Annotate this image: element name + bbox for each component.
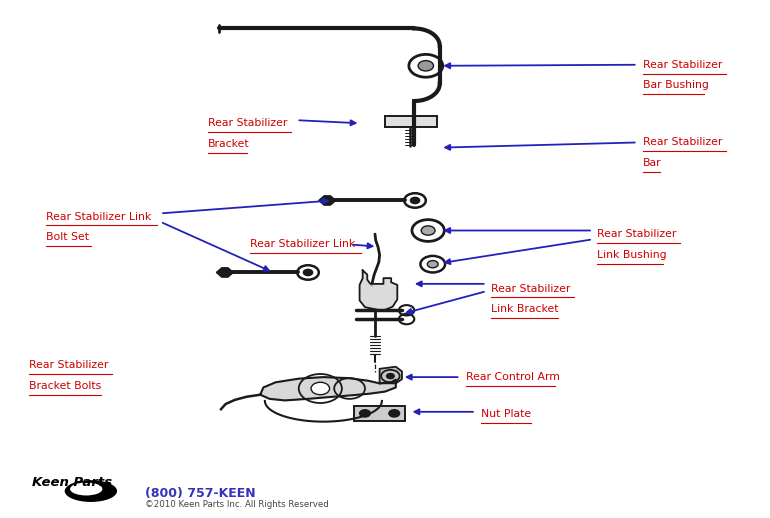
Circle shape (387, 373, 394, 379)
Text: Link Bushing: Link Bushing (597, 250, 666, 260)
Text: Link Bracket: Link Bracket (491, 304, 559, 314)
Polygon shape (260, 377, 396, 400)
Polygon shape (216, 268, 233, 277)
Circle shape (303, 269, 313, 276)
Text: Nut Plate: Nut Plate (481, 409, 531, 420)
Ellipse shape (70, 483, 102, 495)
Polygon shape (319, 196, 336, 205)
Polygon shape (360, 270, 397, 311)
Text: Rear Stabilizer: Rear Stabilizer (643, 60, 722, 70)
Text: Rear Control Arm: Rear Control Arm (466, 372, 560, 382)
Circle shape (418, 61, 434, 71)
Circle shape (311, 382, 330, 395)
Text: Bracket Bolts: Bracket Bolts (29, 381, 102, 391)
Circle shape (360, 410, 370, 417)
Text: (800) 757-KEEN: (800) 757-KEEN (145, 486, 256, 500)
Text: Bolt Set: Bolt Set (46, 232, 89, 242)
Bar (385, 116, 437, 127)
Text: Bar: Bar (643, 158, 661, 168)
Circle shape (410, 197, 420, 204)
Text: Rear Stabilizer: Rear Stabilizer (597, 229, 676, 239)
Text: Rear Stabilizer: Rear Stabilizer (208, 118, 287, 128)
Text: Rear Stabilizer: Rear Stabilizer (29, 360, 109, 370)
Circle shape (421, 226, 435, 235)
Bar (354, 406, 405, 421)
Polygon shape (380, 367, 402, 383)
Text: Rear Stabilizer: Rear Stabilizer (643, 137, 722, 148)
Text: Bar Bushing: Bar Bushing (643, 80, 709, 91)
Text: Rear Stabilizer: Rear Stabilizer (491, 283, 571, 294)
Text: Keen Parts: Keen Parts (32, 476, 112, 490)
Ellipse shape (65, 480, 117, 502)
Text: Rear Stabilizer Link: Rear Stabilizer Link (46, 211, 152, 222)
Text: Bracket: Bracket (208, 139, 249, 149)
Circle shape (389, 410, 400, 417)
Text: Rear Stabilizer Link: Rear Stabilizer Link (250, 239, 356, 250)
Circle shape (427, 261, 438, 268)
Text: ©2010 Keen Parts Inc. All Rights Reserved: ©2010 Keen Parts Inc. All Rights Reserve… (145, 500, 329, 509)
